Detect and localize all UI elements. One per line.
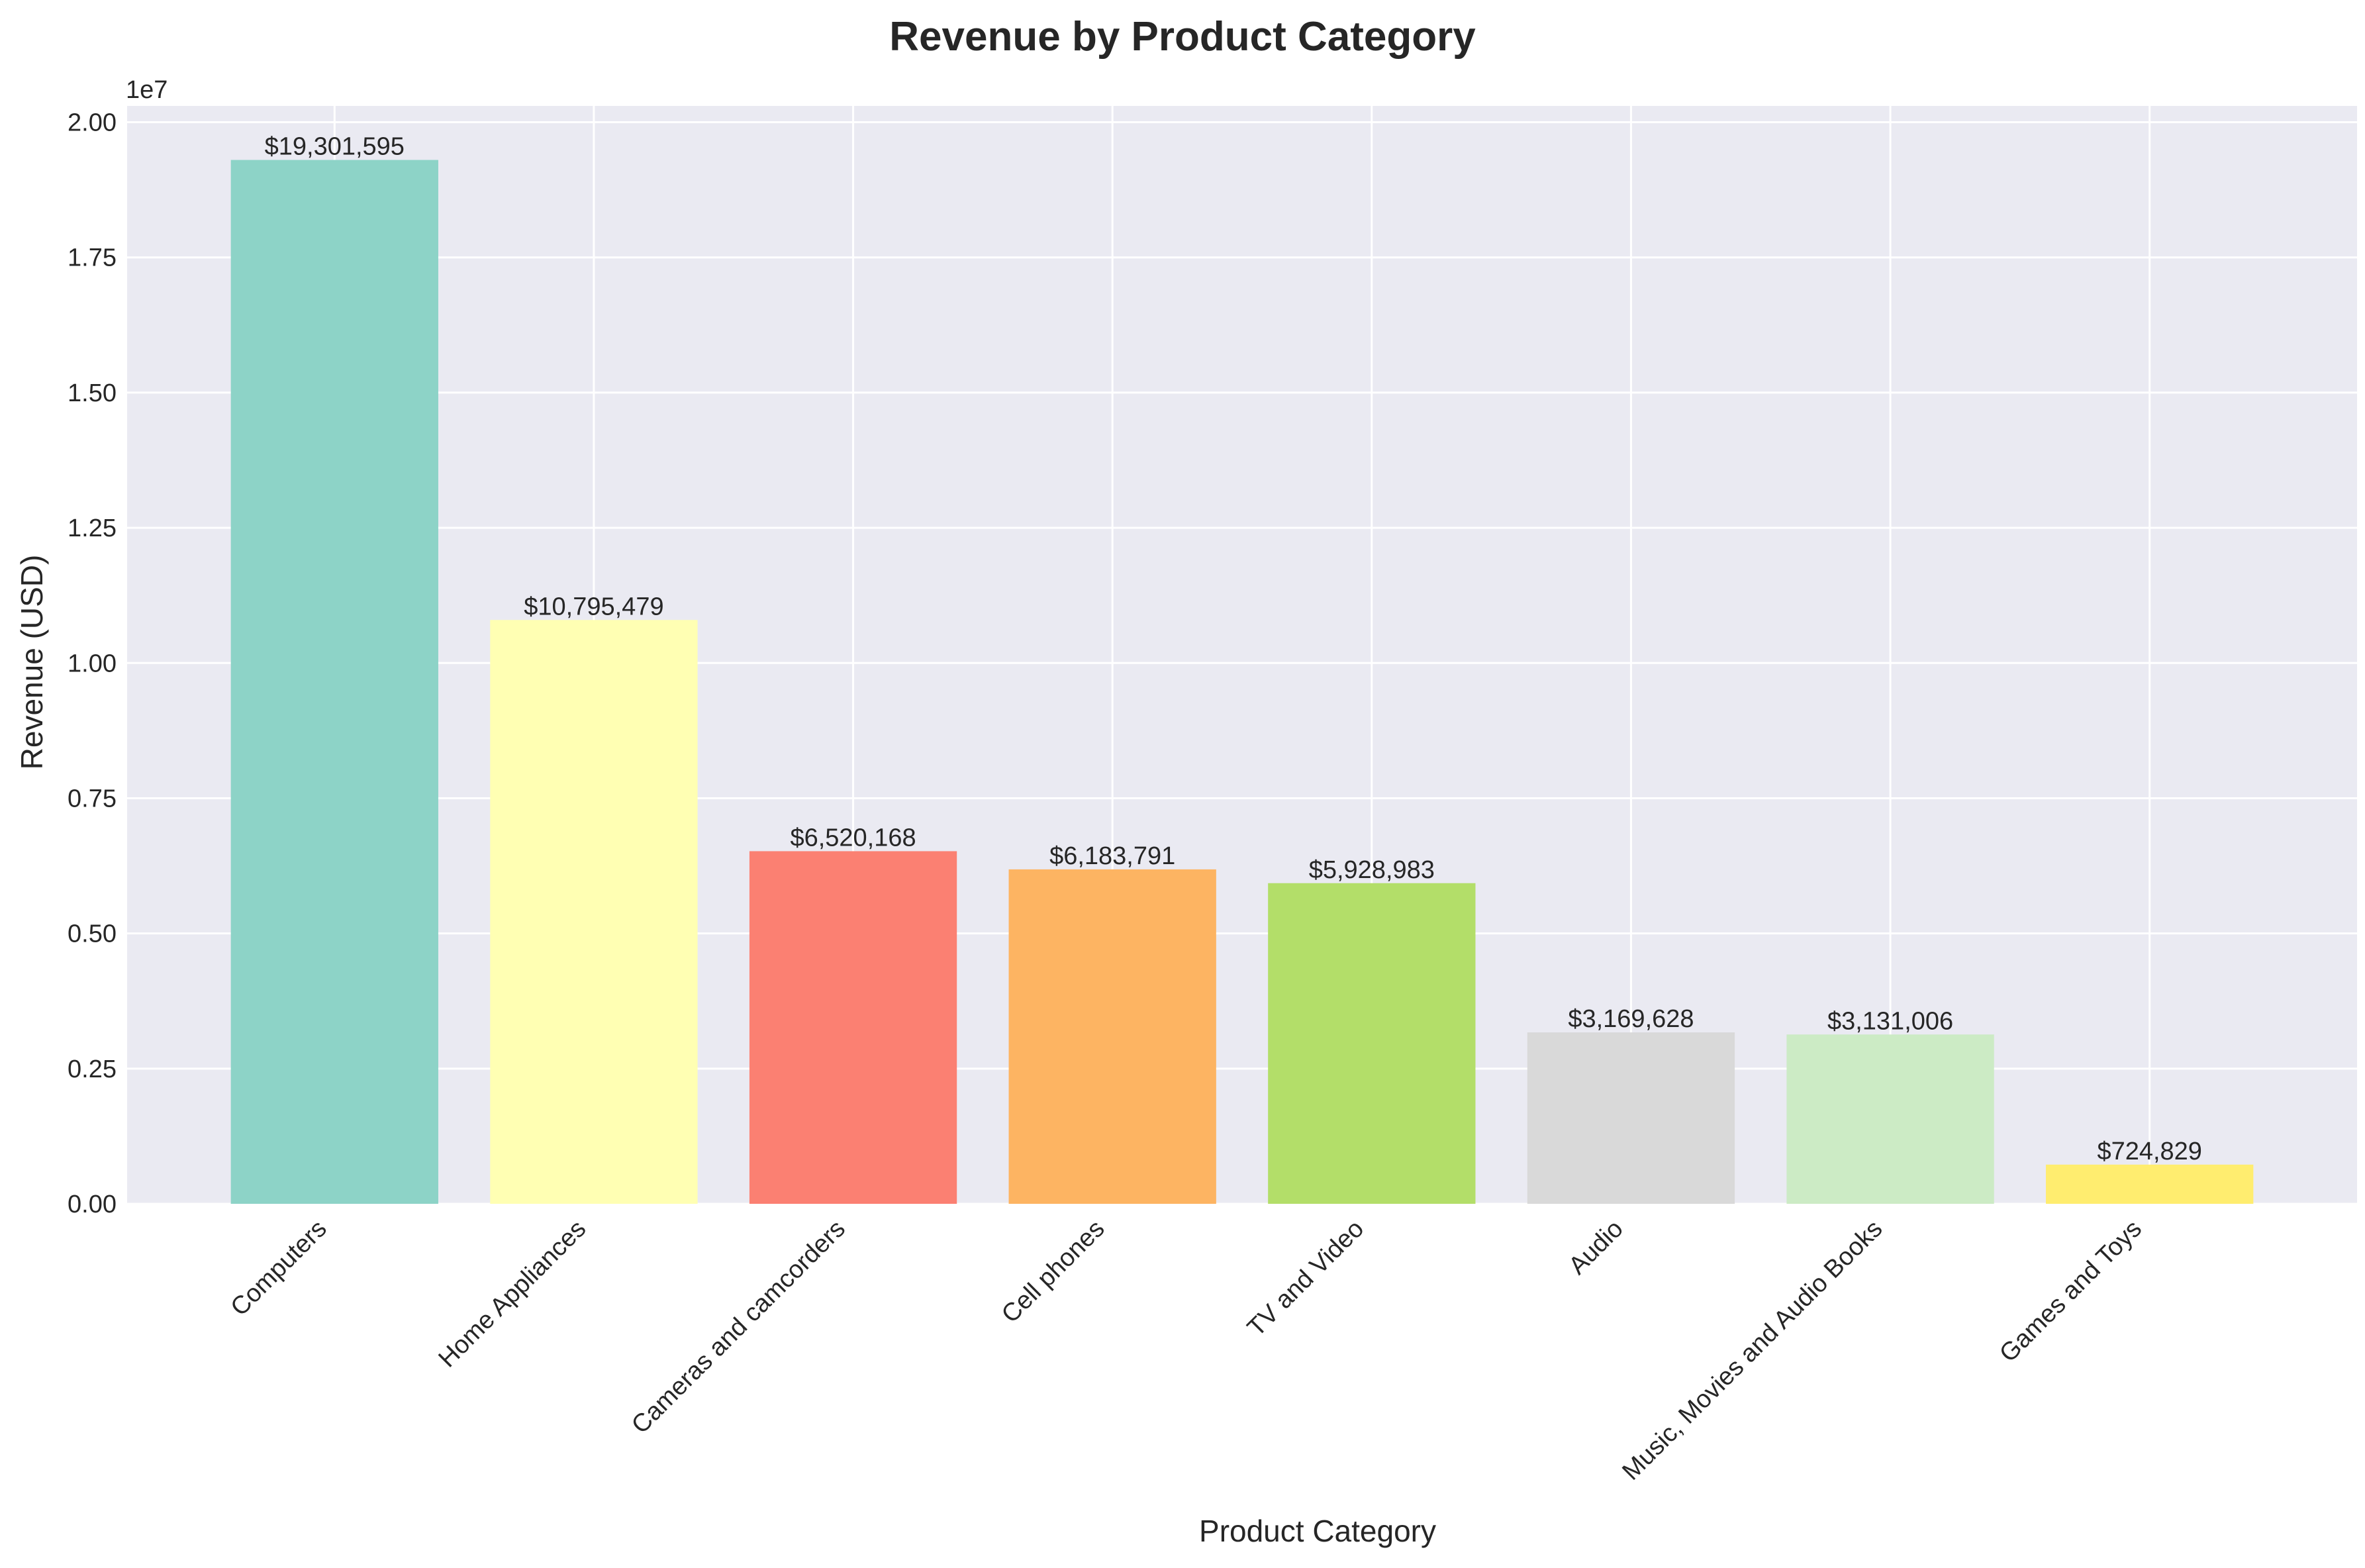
x-tick-label: Cameras and camcorders [626, 1215, 851, 1440]
bar [1268, 883, 1476, 1204]
x-tick-label: Audio [1563, 1215, 1628, 1280]
bar [2046, 1164, 2254, 1204]
y-tick-label: 0.75 [68, 785, 117, 812]
y-tick-label: 1.00 [68, 650, 117, 677]
bar-value-label: $6,183,791 [1049, 842, 1175, 870]
value-labels: $19,301,595 $10,795,479 $6,520,168 $6,183,7… [265, 133, 2202, 1165]
y-tick-label: 0.00 [68, 1191, 117, 1218]
chart-title: Revenue by Product Category [889, 14, 1476, 60]
x-tick-label: Home Appliances [433, 1215, 591, 1373]
bar-value-label: $3,169,628 [1568, 1005, 1694, 1033]
bar-value-label: $3,131,006 [1827, 1007, 1953, 1035]
bar-value-label: $5,928,983 [1309, 856, 1435, 884]
x-tick-label: TV and Video [1242, 1215, 1369, 1342]
x-tick-label: Computers [226, 1215, 332, 1322]
bars [230, 160, 2254, 1204]
y-axis-label: Revenue (USD) [15, 555, 49, 770]
y-tick-label: 0.25 [68, 1055, 117, 1083]
bar [230, 160, 438, 1204]
bar-value-label: $6,520,168 [790, 824, 916, 852]
plot-area-background [127, 106, 2357, 1204]
y-tick-label: 1.75 [68, 244, 117, 272]
x-axis-label: Product Category [1199, 1514, 1436, 1548]
bar [749, 851, 957, 1204]
bar [1008, 869, 1216, 1204]
x-tick-label: Music, Movies and Audio Books [1617, 1215, 1888, 1486]
bar [490, 620, 698, 1204]
y-axis-offset-label: 1e7 [126, 76, 168, 104]
bar [1527, 1032, 1735, 1204]
x-axis-ticks: Computers Home Appliances Cameras and camc… [226, 1215, 2148, 1486]
y-tick-label: 2.00 [68, 109, 117, 137]
bar-value-label: $19,301,595 [265, 133, 405, 161]
y-axis-ticks: 0.00 0.25 0.50 0.75 1.00 1.25 1.50 1.75 2.00 [68, 109, 117, 1218]
y-tick-label: 1.50 [68, 379, 117, 407]
y-tick-label: 1.25 [68, 514, 117, 542]
bar-value-label: $10,795,479 [524, 593, 663, 620]
x-tick-label: Cell phones [996, 1215, 1110, 1329]
bar-value-label: $724,829 [2097, 1138, 2202, 1165]
bar [1786, 1034, 1994, 1204]
y-tick-label: 0.50 [68, 920, 117, 948]
x-tick-label: Games and Toys [1994, 1215, 2147, 1368]
